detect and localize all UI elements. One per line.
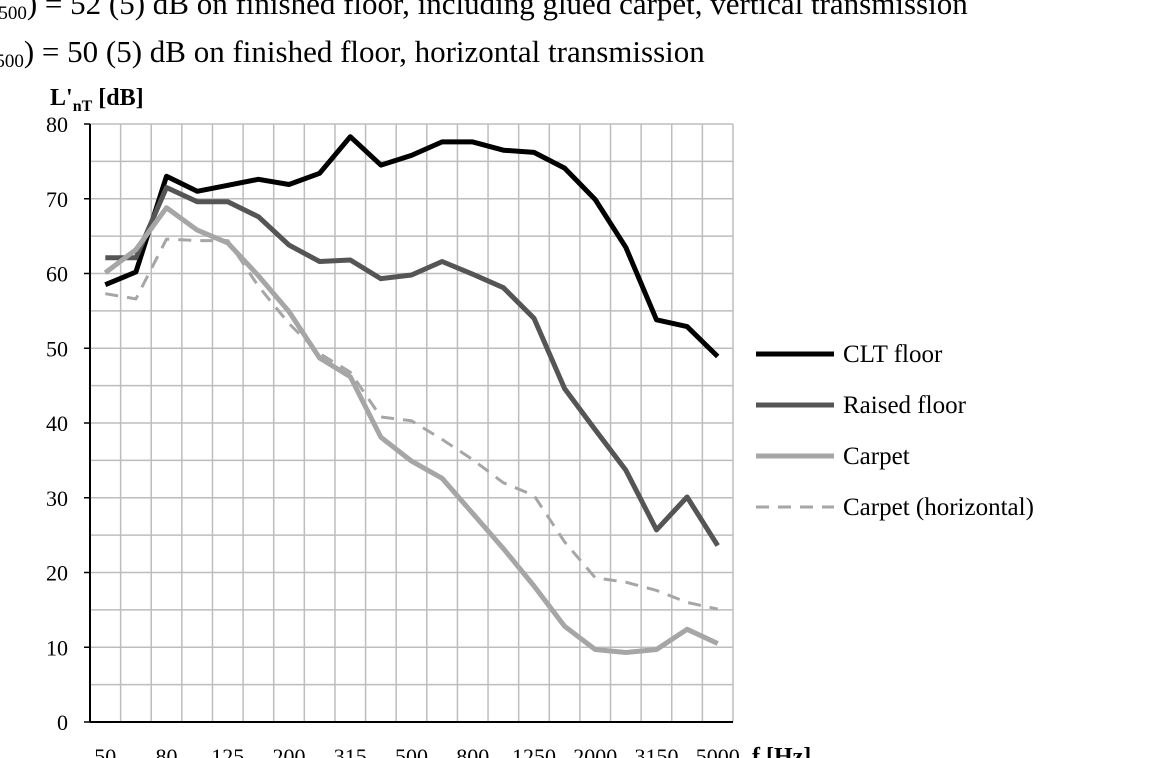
y-tick-label: 10 [46, 635, 68, 660]
summary-line-horizontal-subscript: 0-2500 [0, 51, 24, 72]
series-line-carpet [103, 205, 719, 655]
y-tick-label: 70 [46, 187, 68, 212]
y-tick-label: 60 [46, 262, 68, 287]
x-tick-label: 125 [211, 744, 244, 758]
series-line-raised-floor [105, 185, 720, 547]
x-tick-label: 5000 [696, 744, 740, 758]
axes: 0 10 20 30 40 50 60 70 80 50 80 125 200 315 500 800 1250… [46, 112, 740, 758]
x-tick-label: 3150 [634, 744, 678, 758]
x-tick-label: 800 [456, 744, 489, 758]
series-line-clt-floor [104, 134, 720, 359]
x-tick-label: 500 [395, 744, 428, 758]
x-tick-label: 200 [273, 744, 306, 758]
legend-label-carpet: Carpet [843, 443, 910, 470]
x-axis-label: f [Hz] [752, 744, 811, 758]
x-tick-label: 2000 [573, 744, 617, 758]
legend-label-clt-floor: CLT floor [843, 341, 943, 368]
grid [90, 123, 734, 722]
summary-line-horizontal: 0-2500) = 50 (5) dB on finished floor, h… [0, 36, 705, 71]
y-tick-label: 80 [46, 112, 68, 137]
y-tick-label: 20 [46, 561, 68, 586]
y-tick-label: 50 [46, 336, 68, 361]
series-line-carpet-horizontal [105, 237, 719, 611]
x-tick-label: 315 [334, 744, 367, 758]
y-axis-label: L'nT [dB] [50, 85, 144, 115]
y-tick-label: 0 [57, 710, 68, 735]
legend-label-raised-floor: Raised floor [843, 392, 967, 419]
x-tick-label: 50 [94, 744, 116, 758]
legend: CLT floor Raised floor Carpet Carpet (horiz… [756, 341, 1034, 521]
summary-line-vertical-text: ) = 52 (5) dB on finished floor, includi… [26, 0, 968, 21]
legend-label-carpet-horizontal: Carpet (horizontal) [843, 494, 1034, 521]
y-tick-label: 40 [46, 411, 68, 436]
series-layer [103, 134, 720, 655]
y-tick-label: 30 [46, 486, 68, 511]
summary-line-vertical: 0-2500) = 52 (5) dB on finished floor, i… [0, 0, 968, 23]
x-tick-label: 80 [156, 744, 178, 758]
summary-line-vertical-subscript: 0-2500 [0, 3, 27, 24]
x-tick-label: 1250 [512, 744, 556, 758]
summary-line-horizontal-text: ) = 50 (5) dB on finished floor, horizon… [23, 34, 705, 69]
